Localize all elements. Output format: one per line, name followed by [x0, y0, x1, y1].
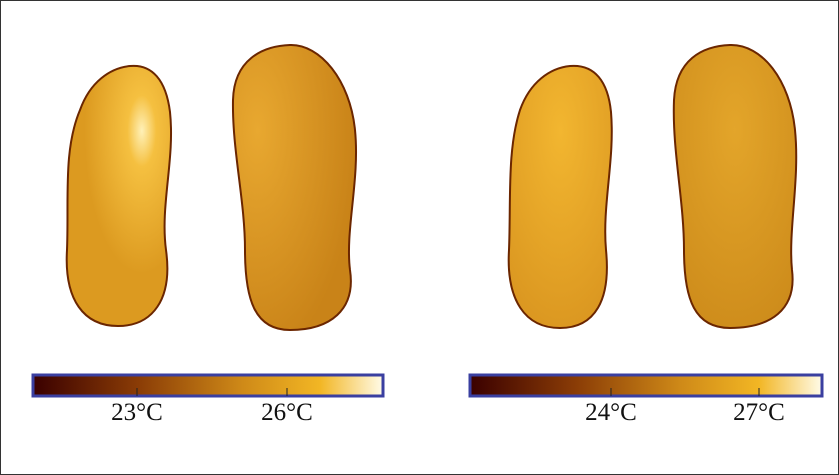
colorbar [470, 375, 822, 396]
colorbar-tick-label: 23°C [111, 399, 163, 426]
colorbar-tick-label: 27°C [733, 399, 785, 426]
colorbar [33, 375, 383, 396]
figure: 23°C 26°C 24°C 27°C [0, 0, 839, 475]
foot-thermal [509, 66, 612, 328]
page: 23°C 26°C 24°C 27°C (() => { const data … [0, 0, 839, 475]
foot-thermal [674, 45, 796, 328]
foot-thermal [67, 66, 171, 326]
colorbar-tick-label: 26°C [261, 399, 313, 426]
colorbar-tick-label: 24°C [585, 399, 637, 426]
foot-thermal [233, 45, 356, 330]
